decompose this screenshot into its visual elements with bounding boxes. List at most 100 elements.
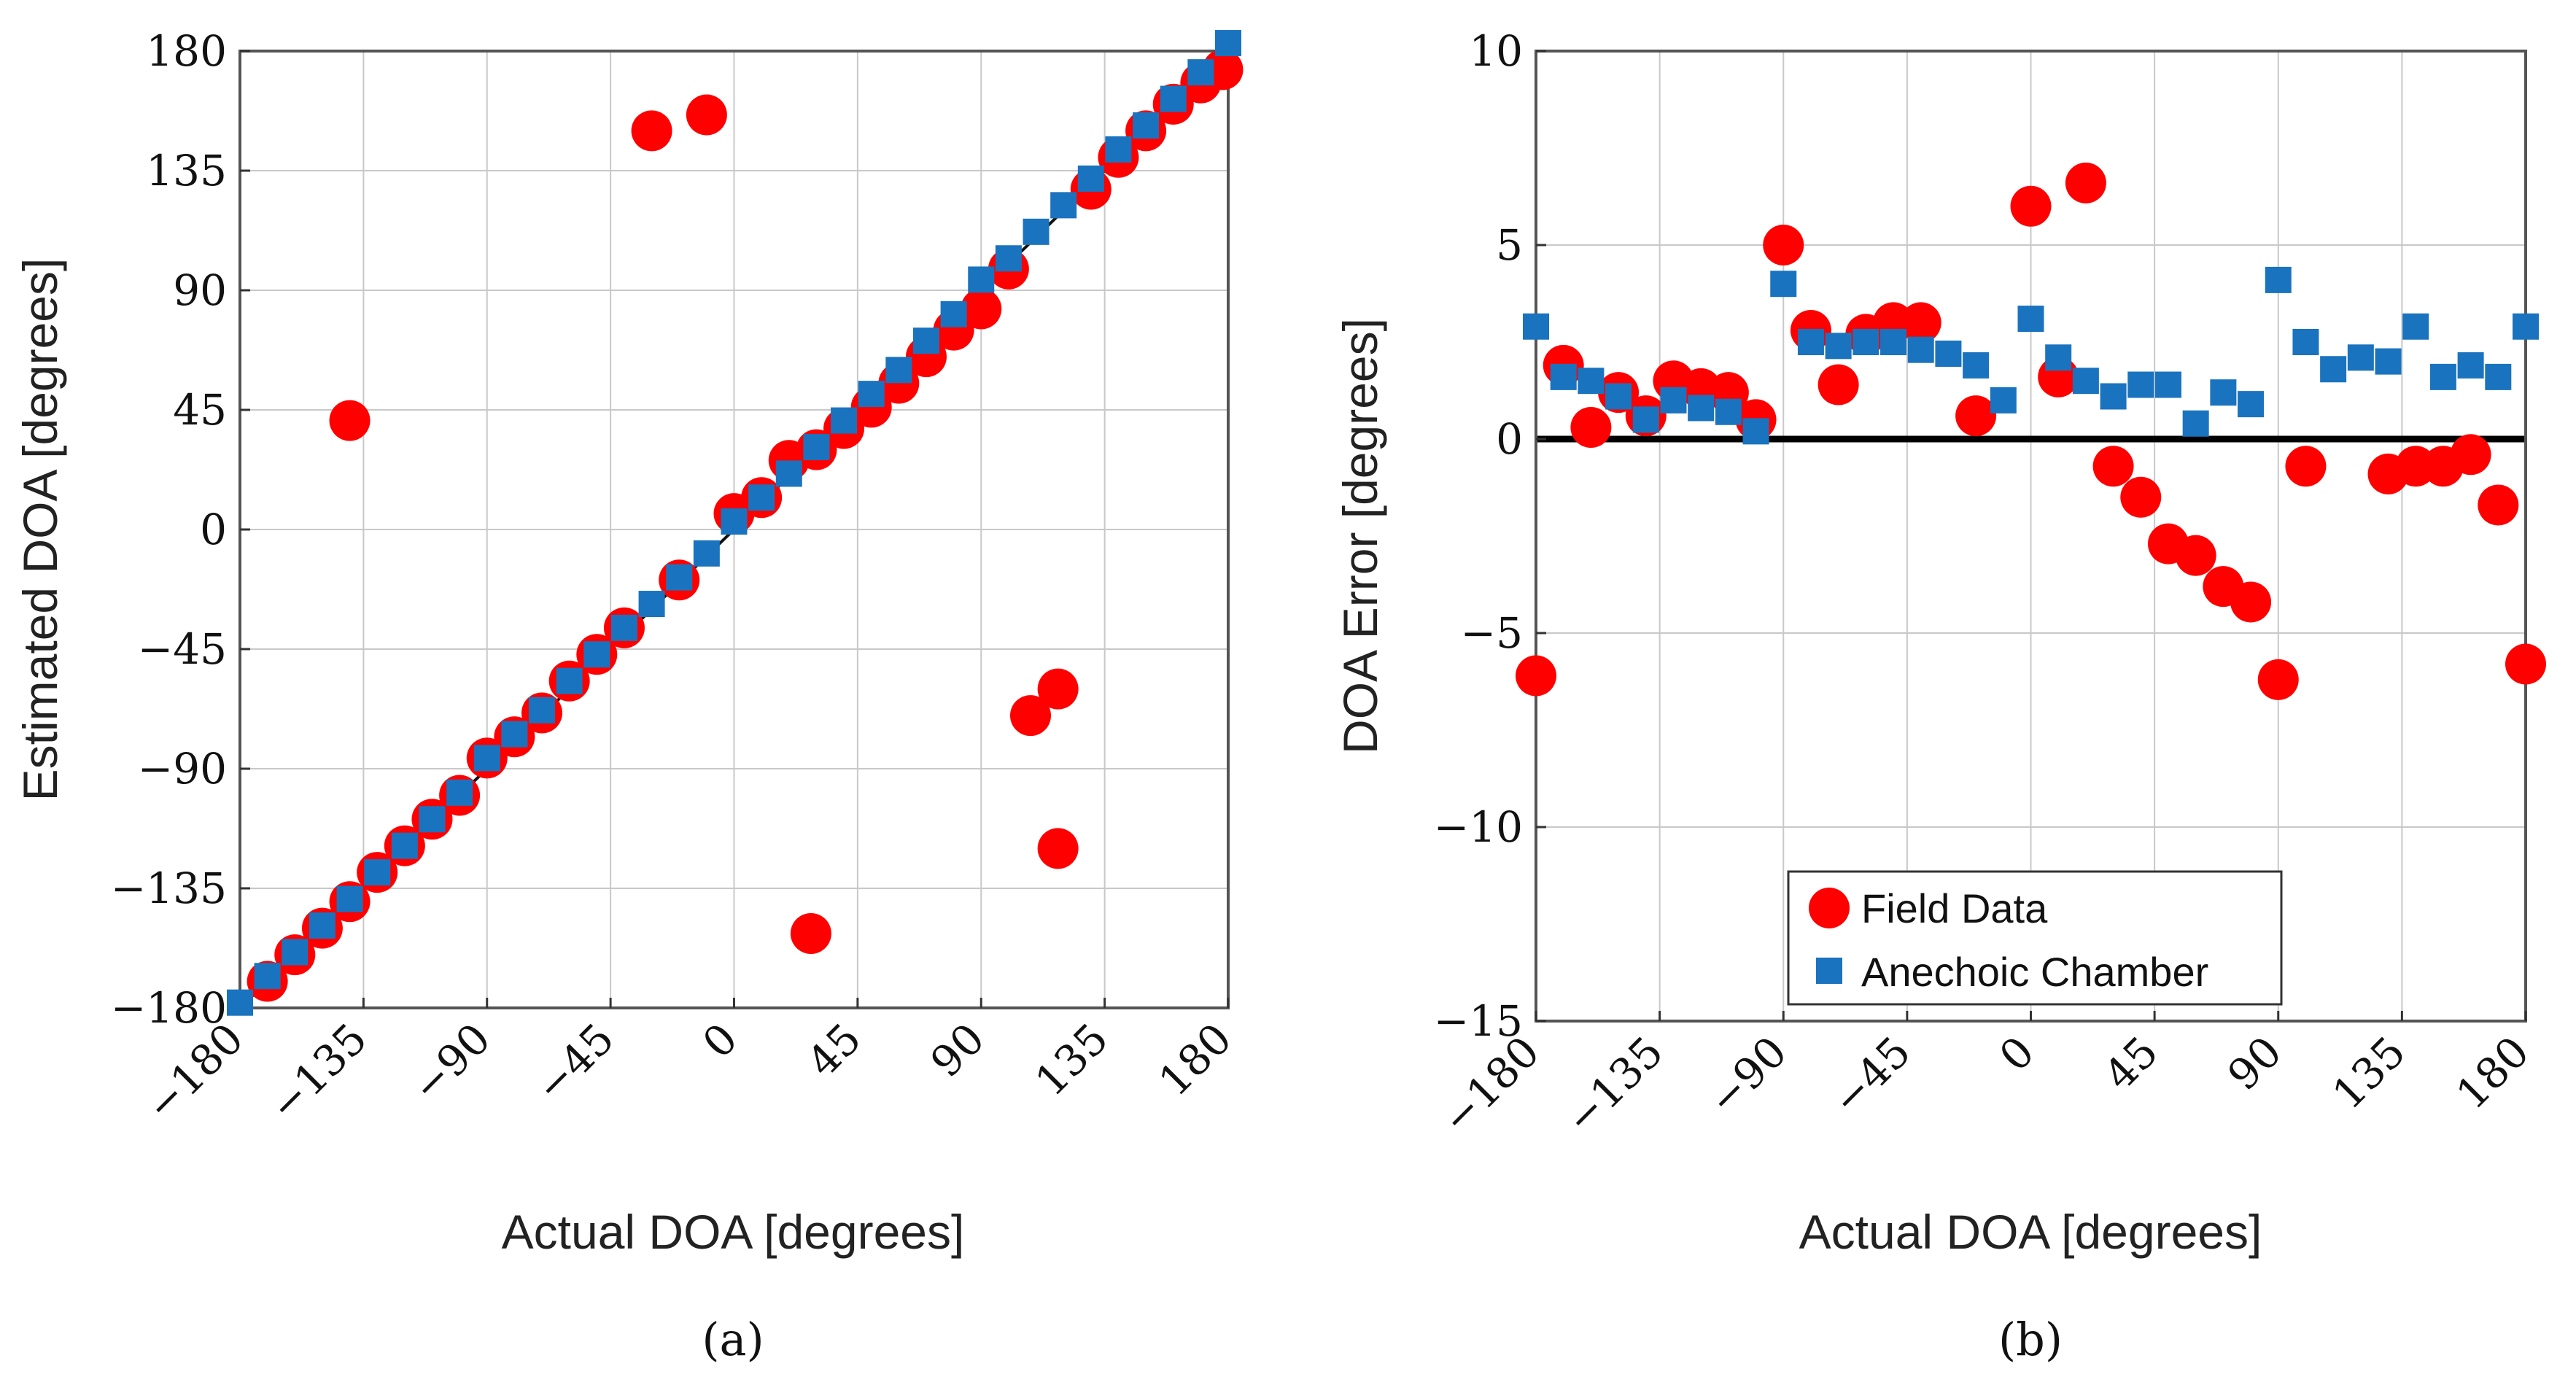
anechoic-chamber-point (583, 641, 610, 668)
anechoic-chamber-point (831, 407, 858, 434)
anechoic-chamber-point (638, 591, 665, 618)
anechoic-chamber-point (2513, 313, 2539, 340)
anechoic-chamber-point (1660, 387, 1687, 414)
y-tick-label: −90 (138, 744, 227, 794)
anechoic-chamber-point (693, 540, 720, 567)
anechoic-chamber-point (2127, 371, 2154, 398)
field-data-point (1763, 225, 1804, 265)
y-tick-label: 90 (173, 265, 227, 315)
field-data-point (1817, 364, 1859, 406)
anechoic-chamber-point (995, 245, 1022, 272)
anechoic-chamber-point (775, 460, 802, 487)
field-data-point (1570, 407, 1612, 449)
anechoic-chamber-point (2154, 371, 2181, 398)
anechoic-chamber-point (1770, 271, 1797, 298)
anechoic-chamber-point (2265, 266, 2292, 293)
y-tick-label: 45 (173, 385, 227, 435)
y-ticks-b: −15 −10 −5 0 5 10 (1434, 26, 1546, 1046)
anechoic-chamber-point (940, 300, 967, 327)
anechoic-chamber-point (2017, 306, 2044, 333)
x-axis-label-a: Actual DOA [degrees] (502, 1205, 965, 1259)
anechoic-chamber-point (1105, 136, 1132, 163)
y-ticks-a: −180 −135 −90 −45 0 45 90 135 180 (111, 26, 250, 1033)
field-data-point (631, 110, 672, 152)
field-data-point (2285, 446, 2327, 487)
y-tick-label: 0 (1496, 414, 1523, 464)
anechoic-chamber-point (2045, 344, 2072, 371)
anechoic-chamber-point (1187, 59, 1214, 86)
anechoic-chamber-point (2375, 348, 2402, 375)
marks-b (1516, 162, 2546, 700)
field-data-point (1955, 395, 1997, 437)
anechoic-chamber-point (858, 381, 885, 408)
anechoic-chamber-point (2182, 410, 2209, 437)
anechoic-chamber-point (912, 327, 939, 354)
anechoic-chamber-point (666, 564, 693, 591)
field-data-point (1037, 668, 1079, 710)
field-data-point (2092, 446, 2134, 487)
anechoic-chamber-point (1133, 112, 1160, 139)
field-data-point (686, 94, 727, 136)
caption-b: (b) (1998, 1313, 2063, 1366)
y-tick-label: −45 (138, 624, 227, 674)
anechoic-chamber-point (1797, 329, 1824, 355)
y-tick-label: −180 (111, 983, 227, 1033)
field-data-point (2065, 162, 2106, 203)
anechoic-chamber-point (1160, 85, 1187, 112)
anechoic-chamber-point (1990, 387, 2017, 414)
y-tick-label: 0 (200, 505, 227, 554)
anechoic-chamber-point (721, 508, 748, 535)
anechoic-chamber-point (2072, 368, 2099, 395)
y-tick-label: −15 (1434, 996, 1523, 1046)
anechoic-chamber-point (2457, 352, 2484, 379)
field-data-point (2478, 484, 2519, 526)
y-axis-label-a: Estimated DOA [degrees] (13, 258, 67, 802)
legend: Field Data Anechoic Chamber (1787, 870, 2283, 1006)
y-tick-label: 5 (1496, 220, 1523, 270)
anechoic-chamber-point (1963, 352, 1990, 379)
y-tick-label: 135 (146, 146, 227, 195)
y-tick-label: −5 (1461, 608, 1524, 658)
field-data-point (2230, 581, 2272, 623)
legend-label-anechoic-chamber: Anechoic Chamber (1861, 949, 2208, 995)
field-data-point (2010, 185, 2052, 227)
anechoic-chamber-point (254, 963, 281, 990)
anechoic-chamber-point (1715, 398, 1742, 425)
y-tick-label: 180 (146, 26, 227, 76)
marks-a (227, 30, 1244, 1016)
field-data-point (1516, 655, 1556, 697)
legend-marker-anechoic-chamber (1816, 958, 1842, 984)
anechoic-chamber-point (1605, 383, 1632, 410)
anechoic-chamber-point (1550, 363, 1577, 390)
anechoic-chamber-point (501, 721, 528, 748)
anechoic-chamber-point (364, 859, 391, 886)
anechoic-chamber-point (2210, 379, 2237, 406)
anechoic-chamber-point (885, 357, 912, 384)
anechoic-chamber-point (968, 266, 995, 293)
anechoic-chamber-point (309, 912, 335, 939)
anechoic-chamber-point (2402, 313, 2429, 340)
field-data-point (2257, 659, 2299, 700)
y-tick-label: −10 (1434, 802, 1523, 852)
anechoic-chamber-point (1907, 336, 1934, 363)
field-data-point (790, 912, 831, 954)
anechoic-chamber-point (2238, 391, 2265, 418)
field-data-point (329, 400, 371, 441)
anechoic-chamber-point (610, 614, 637, 641)
y-tick-label: −135 (111, 864, 227, 913)
anechoic-chamber-point (803, 434, 830, 461)
y-axis-label-b: DOA Error [degrees] (1333, 318, 1387, 754)
field-data-point (961, 288, 1002, 330)
anechoic-chamber-point (282, 939, 309, 966)
anechoic-chamber-point (473, 745, 500, 772)
anechoic-chamber-point (1853, 329, 1879, 355)
caption-a: (a) (702, 1313, 764, 1366)
anechoic-chamber-point (1578, 368, 1605, 395)
anechoic-chamber-point (1077, 165, 1104, 192)
anechoic-chamber-point (446, 779, 473, 806)
anechoic-chamber-point (1688, 395, 1715, 422)
x-axis-label-b: Actual DOA [degrees] (1799, 1205, 2262, 1259)
anechoic-chamber-point (2347, 344, 2374, 371)
field-data-point (2120, 476, 2162, 518)
